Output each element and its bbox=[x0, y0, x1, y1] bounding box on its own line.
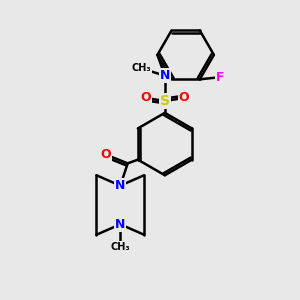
Text: CH₃: CH₃ bbox=[110, 242, 130, 252]
Text: O: O bbox=[100, 148, 111, 161]
Text: N: N bbox=[115, 179, 125, 192]
Text: F: F bbox=[216, 71, 224, 84]
Text: O: O bbox=[140, 92, 151, 104]
Text: O: O bbox=[179, 92, 190, 104]
Text: N: N bbox=[115, 218, 125, 231]
Text: N: N bbox=[160, 69, 170, 82]
Text: S: S bbox=[160, 94, 170, 108]
Text: CH₃: CH₃ bbox=[131, 63, 151, 73]
